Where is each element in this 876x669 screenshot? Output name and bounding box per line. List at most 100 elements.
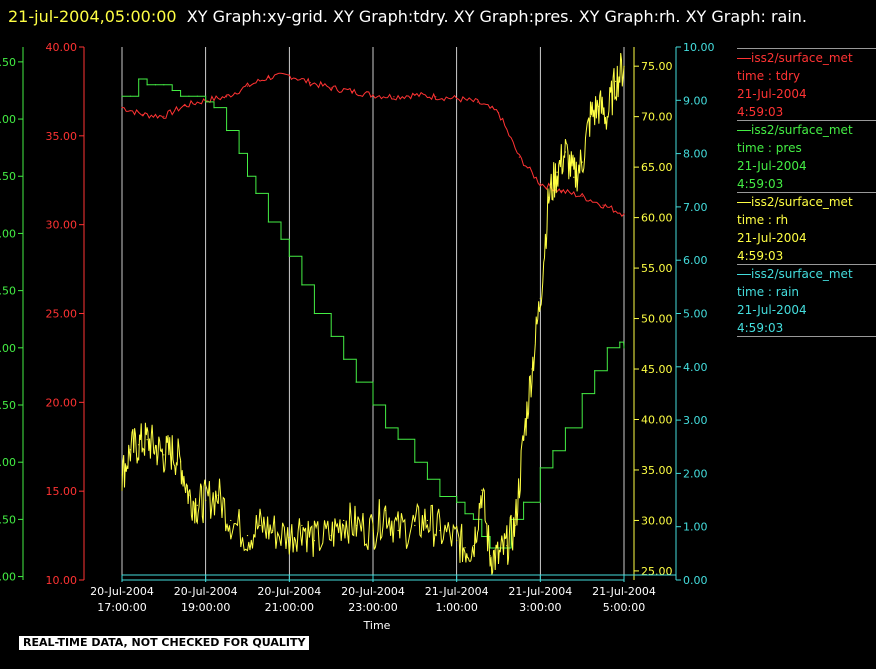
legend-station: iss2/surface_met xyxy=(737,49,876,67)
legend-station: iss2/surface_met xyxy=(751,51,853,65)
data-point-pres xyxy=(205,101,207,103)
y-tick-label-pres: 1006.00 xyxy=(0,342,16,355)
data-point-tdry xyxy=(288,74,290,77)
data-point-pres xyxy=(456,501,458,503)
data-point-pres xyxy=(138,78,140,80)
data-point-tdry xyxy=(121,106,123,109)
series-line-pres xyxy=(122,78,625,549)
y-tick-label-rain: 5.00 xyxy=(683,308,708,321)
data-point-rh xyxy=(121,474,123,476)
data-point-tdry xyxy=(497,112,500,114)
legend-date: 21-Jul-2004 xyxy=(737,231,807,245)
y-tick-label-pres: 1005.50 xyxy=(0,399,16,412)
data-point-rh xyxy=(606,116,608,118)
data-point-rh xyxy=(523,439,525,441)
legend-swatch xyxy=(737,58,751,59)
data-point-tdry xyxy=(163,115,165,117)
legend-swatch xyxy=(737,274,751,275)
legend-time: 4:59:03 xyxy=(737,177,784,191)
x-tick-label-time: 3:00:00 xyxy=(519,601,561,614)
data-point-rh xyxy=(481,489,483,491)
legend-time: 4:59:03 xyxy=(737,105,784,119)
data-point-pres xyxy=(523,501,525,503)
data-point-pres xyxy=(129,95,131,97)
data-point-pres xyxy=(539,467,541,469)
y-tick-label-tdry: 20.00 xyxy=(46,396,78,409)
data-point-rh xyxy=(556,171,558,173)
data-point-pres xyxy=(288,255,290,257)
y-tick-label-rh: 75.00 xyxy=(641,60,673,73)
data-point-rh xyxy=(259,524,261,527)
legend-station: iss2/surface_met xyxy=(737,121,876,139)
y-tick-label-tdry: 35.00 xyxy=(46,130,78,143)
x-tick-label-time: 23:00:00 xyxy=(348,601,397,614)
data-point-rh xyxy=(372,529,374,532)
data-point-rh xyxy=(426,519,428,522)
data-point-tdry xyxy=(602,204,604,206)
data-point-rh xyxy=(414,524,416,527)
legend-station: iss2/surface_met xyxy=(751,195,853,209)
y-axis-rain: 0.00 1.00 2.00 3.00 4.00 5.00 6.00 7.00 8.00 9.00… xyxy=(675,41,715,587)
data-point-pres xyxy=(267,221,270,223)
y-tick-label-pres: 1008.50 xyxy=(0,56,16,69)
data-point-rh xyxy=(179,461,182,463)
series-line-rh xyxy=(121,52,625,575)
data-point-tdry xyxy=(267,76,270,78)
data-point-tdry xyxy=(456,97,458,100)
y-tick-label-rh: 70.00 xyxy=(641,111,673,124)
data-point-pres xyxy=(619,341,621,343)
data-point-pres xyxy=(355,381,357,383)
legend-field: time : rain xyxy=(737,285,800,299)
data-point-pres xyxy=(606,347,608,349)
y-tick-label-tdry: 40.00 xyxy=(46,41,78,54)
data-point-pres xyxy=(464,513,466,515)
data-point-tdry xyxy=(246,85,249,87)
data-point-rh xyxy=(163,454,165,456)
data-point-tdry xyxy=(560,190,562,192)
y-tick-label-rain: 1.00 xyxy=(683,521,708,534)
legend-separator xyxy=(737,264,876,265)
data-point-rh xyxy=(230,519,232,522)
data-point-rh xyxy=(548,196,550,199)
data-point-pres xyxy=(489,547,491,549)
data-point-rh xyxy=(205,499,207,501)
data-point-rh xyxy=(171,451,173,453)
x-tick-label-time: 5:00:00 xyxy=(603,601,645,614)
x-tick-label-time: 19:00:00 xyxy=(181,601,230,614)
x-tick-label-date: 21-Jul-2004 xyxy=(425,585,489,598)
data-point-pres xyxy=(623,347,625,349)
data-point-pres xyxy=(146,84,148,86)
legend-separator xyxy=(737,120,876,121)
data-point-rh xyxy=(343,519,345,522)
graph-title: 21-jul-2004,05:00:00 XY Graph:xy-grid. X… xyxy=(8,2,868,31)
y-tick-label-rain: 8.00 xyxy=(683,148,708,161)
data-point-tdry xyxy=(351,90,353,93)
y-tick-label-rain: 2.00 xyxy=(683,467,708,480)
data-point-pres xyxy=(372,404,374,406)
data-point-rh xyxy=(623,65,625,67)
legend-entry-1: iss2/surface_met time : pres 21-Jul-2004 4:… xyxy=(737,120,876,193)
data-point-rh xyxy=(456,540,458,542)
x-tick-label-date: 20-Jul-2004 xyxy=(257,585,321,598)
data-point-tdry xyxy=(184,105,186,107)
y-tick-label-tdry: 10.00 xyxy=(46,574,78,587)
legend-entry-2: iss2/surface_met time : rh 21-Jul-2004 4:59… xyxy=(737,192,876,265)
y-tick-label-rain: 6.00 xyxy=(683,254,708,267)
y-tick-label-rh: 55.00 xyxy=(641,262,673,275)
data-point-rh xyxy=(196,504,198,506)
graph-title-text: XY Graph:xy-grid. XY Graph:tdry. XY Grap… xyxy=(186,7,808,26)
y-tick-label-rh: 25.00 xyxy=(641,565,673,578)
x-tick-label-date: 21-Jul-2004 xyxy=(592,585,656,598)
data-point-rh xyxy=(581,161,583,163)
y-tick-label-tdry: 25.00 xyxy=(46,308,78,321)
y-tick-label-rain: 10.00 xyxy=(683,41,715,54)
data-point-pres xyxy=(255,192,257,195)
data-point-rh xyxy=(188,494,190,496)
y-tick-label-rh: 35.00 xyxy=(641,464,673,477)
data-point-rh xyxy=(397,529,399,532)
data-point-rh xyxy=(129,449,131,451)
data-point-pres xyxy=(171,89,173,92)
x-tick-label-time: 17:00:00 xyxy=(97,601,146,614)
x-axis-label: Time xyxy=(363,619,391,632)
